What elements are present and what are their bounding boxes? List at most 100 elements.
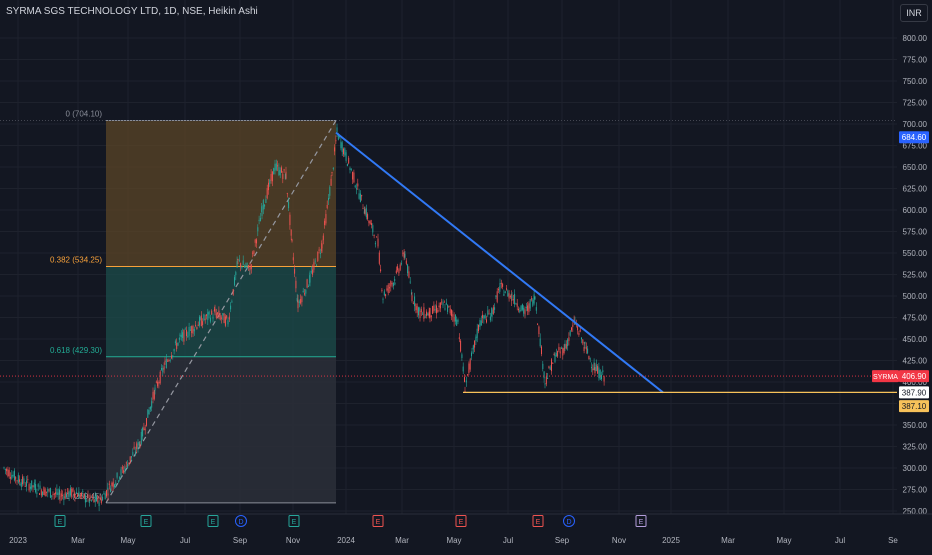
candle-body bbox=[257, 227, 259, 232]
candle-body bbox=[37, 484, 39, 487]
candle-body bbox=[104, 493, 106, 500]
candle-body bbox=[419, 311, 421, 318]
candle-body bbox=[364, 209, 366, 215]
candle-body bbox=[579, 329, 581, 332]
currency-button[interactable]: INR bbox=[900, 4, 928, 22]
candle-body bbox=[442, 302, 444, 306]
candle-body bbox=[385, 294, 387, 296]
candle-body bbox=[152, 392, 154, 400]
candle-body bbox=[283, 169, 285, 171]
candle-body bbox=[329, 187, 331, 196]
candle-body bbox=[259, 217, 261, 222]
candle-body bbox=[352, 171, 354, 180]
candle-body bbox=[159, 371, 161, 384]
fib-level-label: 0.382 (534.25) bbox=[50, 256, 102, 265]
candle-body bbox=[271, 171, 273, 182]
candle-body bbox=[88, 499, 90, 503]
candle-body bbox=[523, 307, 525, 314]
y-tick-label: 700.00 bbox=[903, 120, 928, 129]
drawings bbox=[0, 131, 897, 394]
candle-body bbox=[180, 334, 182, 337]
event-marker-label: E bbox=[536, 519, 541, 526]
candle-body bbox=[325, 214, 327, 224]
candle-body bbox=[521, 304, 523, 310]
candle-body bbox=[381, 289, 383, 291]
price-label-text: 387.90 bbox=[902, 388, 927, 397]
candle-body bbox=[602, 370, 604, 373]
candle-body bbox=[100, 499, 102, 503]
candle-body bbox=[67, 488, 69, 494]
candle-body bbox=[288, 201, 290, 209]
candle-body bbox=[447, 304, 449, 312]
y-tick-label: 400.00 bbox=[903, 378, 928, 387]
candle-body bbox=[516, 303, 518, 307]
candle-body bbox=[33, 482, 35, 488]
candle-body bbox=[482, 314, 484, 319]
candle-body bbox=[277, 165, 279, 167]
candle-body bbox=[439, 302, 441, 309]
candle-body bbox=[584, 341, 586, 344]
candle-body bbox=[297, 299, 299, 309]
candle-body bbox=[332, 167, 334, 170]
x-tick-label: Jul bbox=[503, 536, 513, 545]
candle-body bbox=[78, 491, 80, 499]
candle-body bbox=[582, 339, 584, 344]
symbol-tag-text: SYRMA bbox=[873, 374, 898, 381]
candle-body bbox=[274, 163, 276, 171]
candle-body bbox=[191, 326, 193, 334]
candle-body bbox=[445, 302, 447, 305]
candle-body bbox=[75, 492, 77, 494]
candle-body bbox=[595, 364, 597, 371]
candle-body bbox=[64, 492, 66, 499]
candle-body bbox=[499, 283, 501, 288]
candle-body bbox=[307, 285, 309, 287]
candle-body bbox=[173, 349, 175, 352]
candle-body bbox=[465, 380, 467, 383]
candle-body bbox=[227, 320, 229, 325]
event-marker-label: E bbox=[376, 519, 381, 526]
candle-body bbox=[147, 409, 149, 418]
candle-body bbox=[94, 495, 96, 503]
candle-body bbox=[240, 263, 242, 267]
x-tick-label: Sep bbox=[555, 536, 570, 545]
candle-body bbox=[215, 313, 217, 318]
candle-body bbox=[59, 489, 60, 495]
candle-body bbox=[420, 309, 422, 313]
candle-body bbox=[36, 492, 38, 494]
candle-body bbox=[158, 381, 160, 384]
candle-body bbox=[221, 317, 222, 319]
candle-body bbox=[298, 301, 300, 303]
candle-body bbox=[35, 484, 37, 493]
candle-body bbox=[389, 287, 390, 289]
candle-body bbox=[549, 367, 551, 370]
candle-body bbox=[437, 309, 439, 313]
candle-body bbox=[348, 157, 350, 164]
price-label-box bbox=[899, 370, 929, 383]
candle-body bbox=[506, 288, 507, 290]
candle-body bbox=[356, 188, 357, 190]
candle-body bbox=[414, 296, 416, 307]
candle-body bbox=[464, 391, 466, 393]
candle-body bbox=[19, 484, 21, 486]
candle-body bbox=[330, 178, 332, 186]
candle-body bbox=[69, 488, 71, 496]
candle-body bbox=[22, 476, 24, 485]
candle-body bbox=[19, 479, 21, 482]
candle-body bbox=[597, 366, 599, 374]
candle-body bbox=[319, 252, 321, 254]
candle-body bbox=[108, 483, 110, 485]
candle-body bbox=[133, 446, 135, 449]
candle-body bbox=[305, 289, 307, 294]
candle-body bbox=[434, 309, 436, 311]
candle-body bbox=[569, 330, 571, 336]
candle-body bbox=[132, 452, 134, 456]
candle-body bbox=[504, 291, 506, 294]
candle-body bbox=[363, 211, 365, 214]
candle-body bbox=[328, 197, 329, 201]
candle-body bbox=[424, 316, 426, 318]
candle-body bbox=[581, 337, 582, 340]
earnings-icon bbox=[288, 515, 300, 527]
earnings-icon bbox=[140, 515, 152, 527]
